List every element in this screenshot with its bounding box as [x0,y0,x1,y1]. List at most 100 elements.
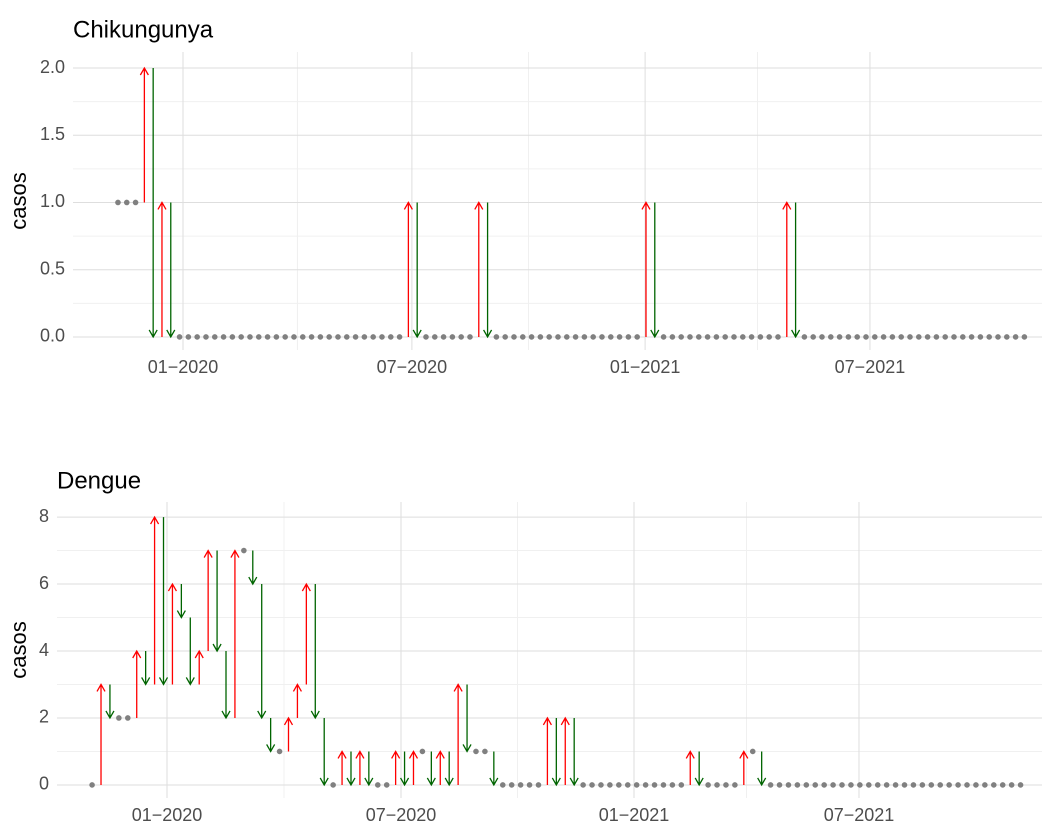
decrease-arrow [248,550,258,586]
point [794,782,801,788]
point [845,334,852,340]
point [590,334,596,340]
point [776,782,783,788]
x-tick-label: 07−2021 [835,357,906,377]
point [361,334,368,340]
point [973,782,979,788]
point [942,334,948,340]
point [951,334,957,340]
point [857,782,863,788]
point [291,334,297,340]
point [732,782,738,788]
decrease-arrow [694,751,704,787]
point [419,748,426,755]
point [599,334,605,340]
point [473,748,479,755]
increase-arrow [542,716,552,785]
decrease-arrow [319,717,329,787]
point [910,782,917,788]
point [431,334,438,340]
x-tick-label: 01−2020 [148,357,219,377]
point [467,334,473,340]
point [1012,334,1019,340]
point [933,334,940,340]
point [535,782,542,788]
point [946,782,952,788]
point [493,334,500,340]
increase-arrow [203,549,213,652]
increase-arrow [150,515,160,685]
point [220,334,227,340]
increase-arrow [301,582,311,685]
point [722,334,728,340]
point [563,334,570,340]
decrease-arrow [791,202,801,339]
point [819,334,825,340]
point [713,334,720,340]
point [901,782,908,788]
decrease-arrow [266,717,276,753]
point [589,782,595,788]
point [810,334,816,340]
increase-arrow [403,201,413,337]
decrease-arrow [141,651,151,686]
point [508,782,515,788]
point [821,782,827,788]
increase-arrow [139,66,149,203]
decrease-arrow [221,651,231,720]
point [335,334,341,340]
decrease-arrow [166,202,176,339]
point [695,334,702,340]
increase-arrow [96,683,106,785]
point [264,334,271,340]
decrease-arrow [257,584,267,720]
increase-arrow [292,683,302,718]
point [616,334,623,340]
x-tick-label: 07−2020 [377,357,448,377]
point [1008,782,1015,788]
increase-arrow [355,750,365,785]
point [660,782,667,788]
point [526,782,533,788]
point [607,782,613,788]
decrease-arrow [489,751,499,787]
point [995,334,1001,340]
increase-arrow [782,201,792,337]
point [387,334,394,340]
y-tick-label: 1.5 [40,124,65,144]
decrease-arrow [483,202,493,339]
point [511,334,517,340]
point [634,334,640,340]
y-tick-label: 1.0 [40,191,65,211]
increase-arrow [685,750,695,785]
point [999,782,1006,788]
x-tick-label: 01−2020 [132,805,203,825]
point [669,782,676,788]
point [889,334,896,340]
increase-arrow [132,649,142,718]
decrease-arrow [551,717,561,787]
point [352,334,359,340]
increase-arrow [230,549,240,718]
point [651,782,658,788]
point [449,334,456,340]
y-tick-label: 0.5 [40,258,65,278]
point [598,782,604,788]
point [203,334,209,340]
point [977,334,984,340]
point [580,782,586,788]
point [959,334,966,340]
point [282,334,288,340]
point [839,782,845,788]
point [276,748,283,755]
decrease-arrow [185,617,195,686]
point [317,334,324,340]
increase-arrow [157,201,167,337]
point [880,334,887,340]
y-tick-label: 8 [39,506,49,526]
point [379,334,385,340]
point [955,782,961,788]
point [937,782,944,788]
point [924,334,931,340]
point [871,334,878,340]
